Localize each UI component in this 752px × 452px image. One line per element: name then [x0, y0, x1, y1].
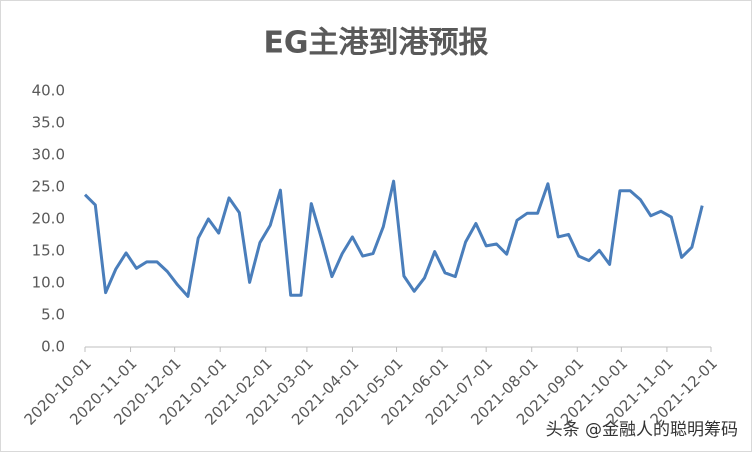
y-tick-label: 20.0 [32, 210, 65, 228]
watermark: 头条 @金融人的聪明筹码 [546, 420, 738, 440]
y-tick-label: 0.0 [41, 338, 65, 356]
y-tick-label: 15.0 [32, 242, 65, 260]
y-tick-label: 30.0 [32, 146, 65, 164]
y-tick-label: 25.0 [32, 178, 65, 196]
y-tick-label: 40.0 [32, 82, 65, 100]
y-tick-label: 35.0 [32, 114, 65, 132]
y-tick-label: 5.0 [41, 306, 65, 324]
y-tick-label: 10.0 [32, 274, 65, 292]
data-line [83, 179, 704, 298]
chart-title: EG主港到港预报 [263, 26, 488, 61]
